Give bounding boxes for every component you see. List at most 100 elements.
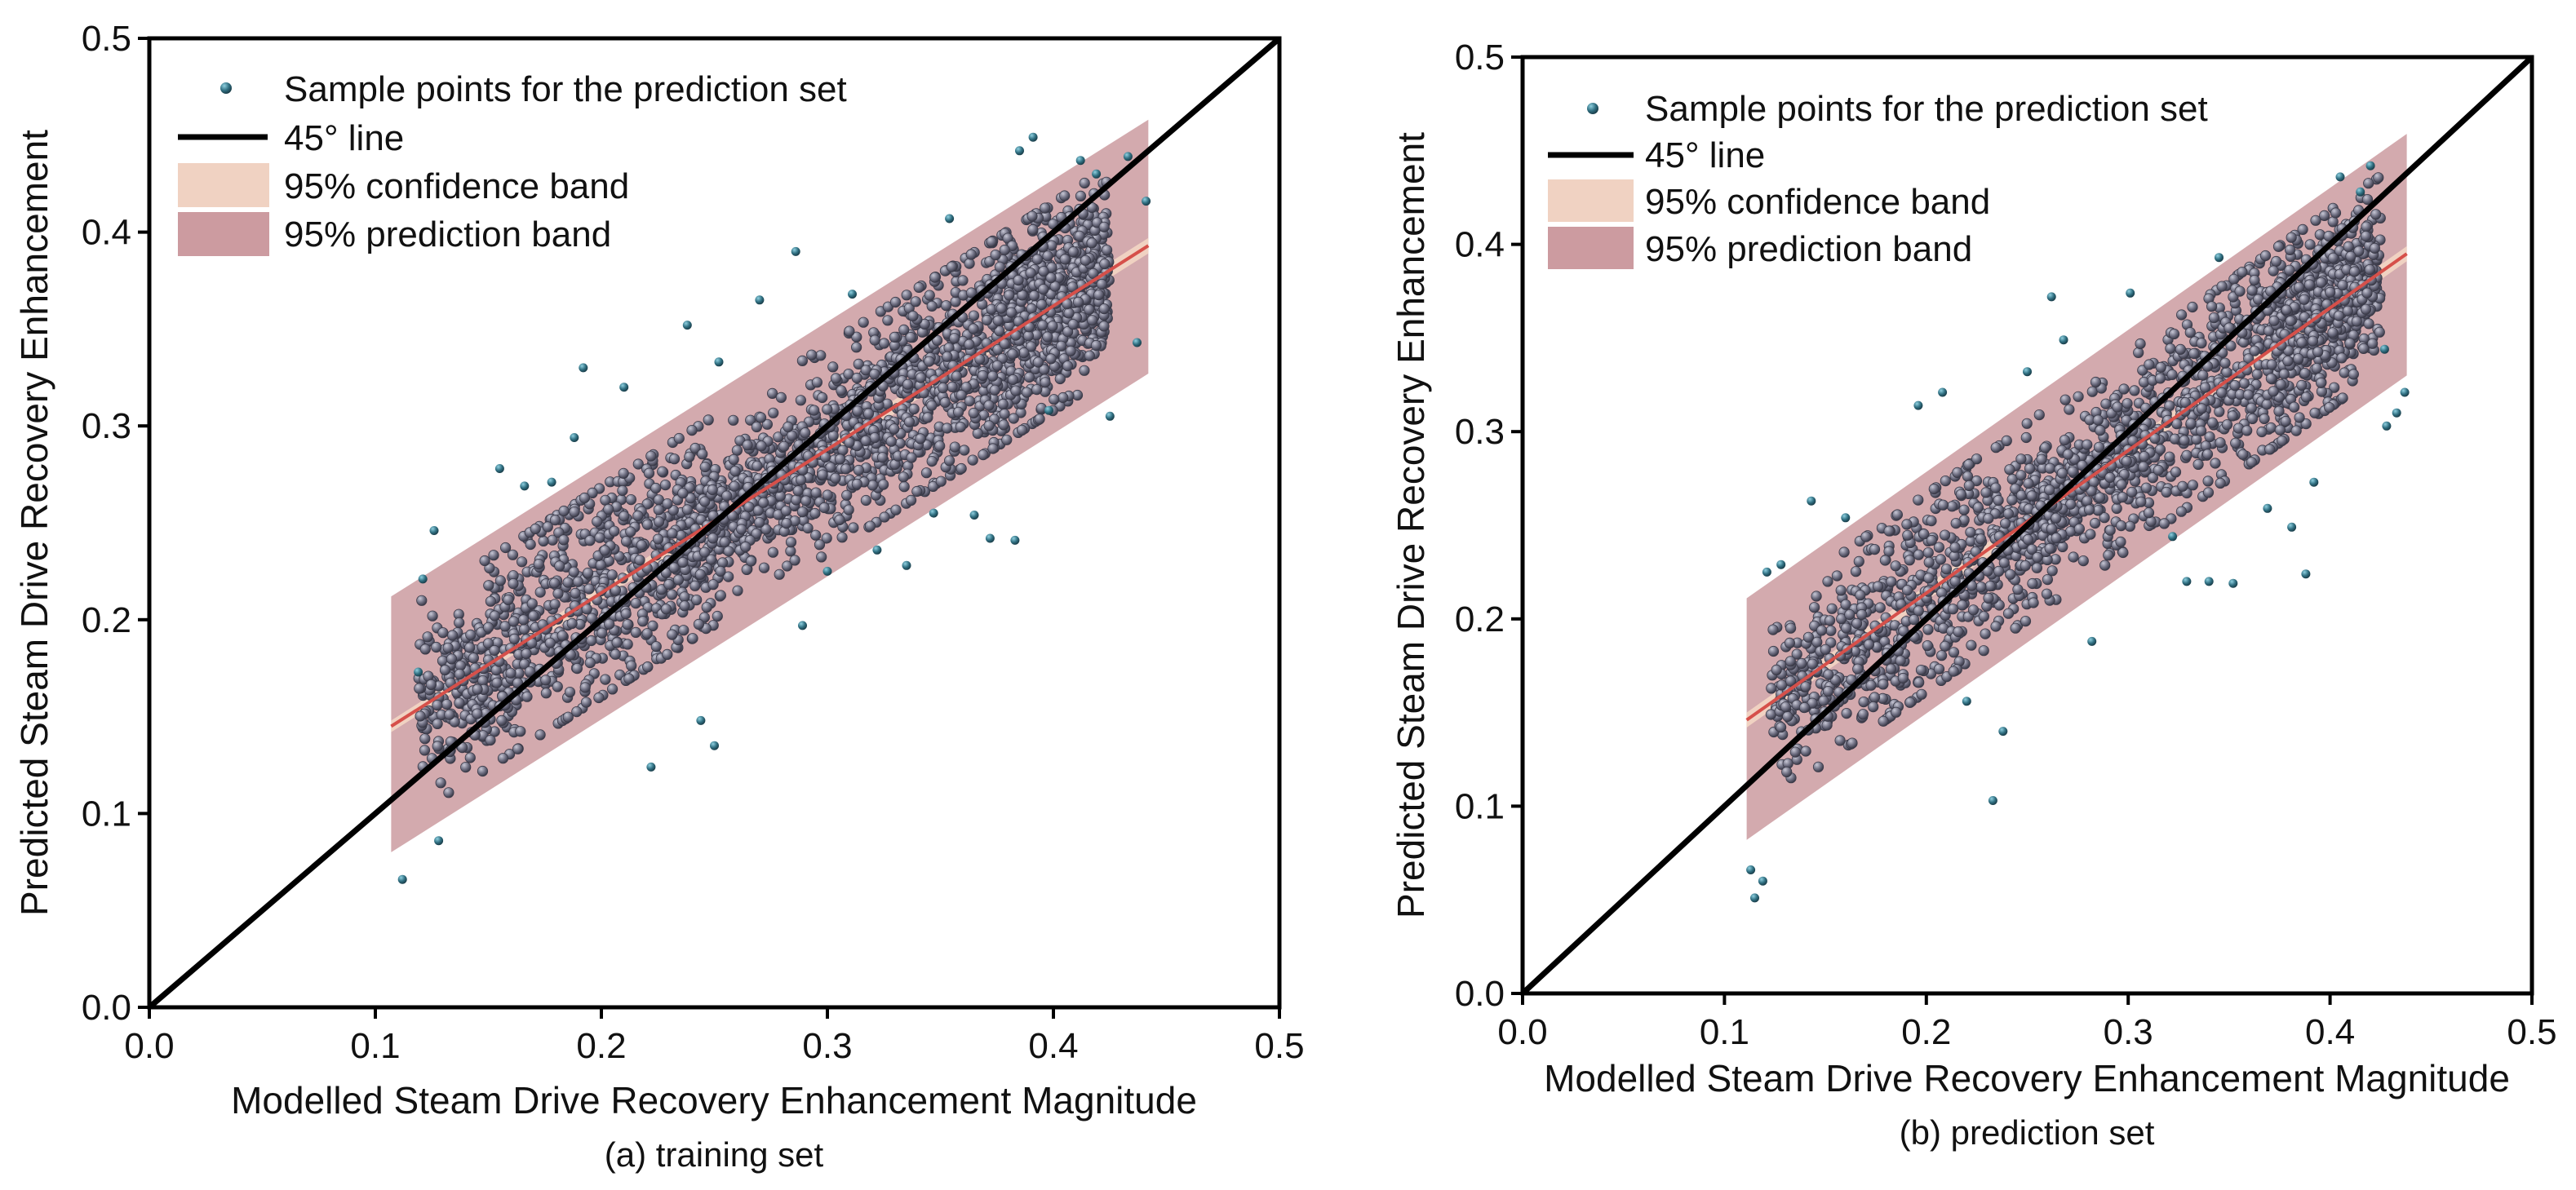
data-point (684, 451, 695, 462)
data-point (641, 519, 654, 530)
data-point (2238, 378, 2250, 389)
data-point (606, 569, 618, 581)
data-point (1878, 679, 1889, 690)
data-point (1975, 581, 1987, 593)
data-point (1820, 644, 1831, 655)
data-point (1982, 565, 1993, 577)
data-point (906, 452, 917, 463)
data-point (774, 568, 785, 580)
data-point (650, 482, 662, 494)
data-point (742, 440, 753, 451)
outlier-point (1841, 513, 1851, 523)
outlier-point (902, 560, 911, 570)
data-point (634, 555, 645, 566)
data-point (1860, 531, 1872, 542)
data-point (2307, 335, 2319, 347)
data-point (843, 504, 854, 515)
data-point (1916, 688, 1927, 700)
data-point (754, 516, 765, 529)
data-point (876, 452, 889, 463)
data-point (2065, 498, 2077, 510)
data-point (2099, 560, 2111, 571)
data-point (515, 726, 526, 737)
data-point (1800, 745, 1811, 757)
data-point (604, 618, 615, 630)
data-point (2237, 449, 2249, 460)
data-point (2361, 194, 2374, 206)
data-point (1034, 414, 1045, 425)
data-point (1844, 608, 1856, 621)
data-point (860, 494, 872, 507)
data-point (1895, 655, 1906, 666)
data-point (827, 361, 839, 373)
data-point (1086, 237, 1097, 249)
data-point (964, 338, 975, 350)
data-point (2281, 304, 2292, 316)
data-point (488, 550, 499, 561)
data-point (653, 516, 665, 528)
outlier-point (429, 526, 439, 535)
data-point (811, 377, 823, 388)
data-point (1958, 504, 1970, 515)
data-point (1093, 289, 1105, 301)
data-point (2165, 343, 2176, 354)
data-point (791, 494, 802, 506)
data-point (919, 318, 930, 330)
data-point (1990, 482, 2002, 493)
data-point (2221, 366, 2232, 378)
data-point (780, 505, 792, 516)
data-point (2285, 244, 2296, 255)
data-point (1855, 590, 1866, 601)
data-point (2259, 413, 2270, 425)
data-point (499, 542, 512, 554)
data-point (761, 418, 774, 430)
data-point (903, 416, 916, 427)
outlier-point (2046, 292, 2056, 302)
data-point (508, 616, 520, 627)
data-point (957, 275, 969, 286)
data-point (741, 564, 752, 576)
data-point (1812, 761, 1824, 772)
data-point (1913, 605, 1924, 617)
data-point (581, 604, 592, 615)
data-point (2135, 338, 2146, 350)
data-point (1947, 604, 1959, 615)
data-point (1023, 371, 1035, 383)
data-point (836, 385, 847, 396)
data-point (1978, 611, 1989, 622)
legend-label-45-b: 45° line (1645, 135, 1765, 175)
data-point (775, 392, 787, 403)
data-point (698, 546, 711, 558)
data-point (1891, 706, 1902, 718)
plot-area-b (1520, 55, 2534, 996)
data-point (503, 594, 514, 606)
data-point (2246, 285, 2258, 296)
data-point (449, 716, 460, 728)
data-point (869, 368, 880, 380)
data-point (1869, 692, 1881, 703)
data-point (2286, 232, 2297, 243)
data-point (2348, 369, 2359, 380)
data-point (1955, 489, 1966, 500)
data-point (1040, 202, 1051, 214)
data-point (2208, 312, 2219, 324)
data-point (926, 455, 938, 467)
data-point (2188, 347, 2200, 360)
data-point (2316, 377, 2327, 388)
data-point (1902, 529, 1913, 541)
data-point (2020, 615, 2032, 627)
outlier-point (1075, 156, 1085, 166)
data-point (1963, 458, 1975, 471)
data-point (2337, 280, 2348, 291)
data-point (2373, 172, 2384, 184)
data-point (964, 396, 975, 407)
y-tick-label: 0.3 (1455, 412, 1505, 452)
data-point (810, 529, 822, 541)
data-point (822, 489, 833, 501)
data-point (2330, 207, 2342, 219)
data-point (853, 358, 864, 369)
outlier-point (1105, 411, 1115, 421)
data-point (1856, 608, 1868, 621)
data-point (1879, 555, 1891, 566)
data-point (2139, 451, 2150, 462)
